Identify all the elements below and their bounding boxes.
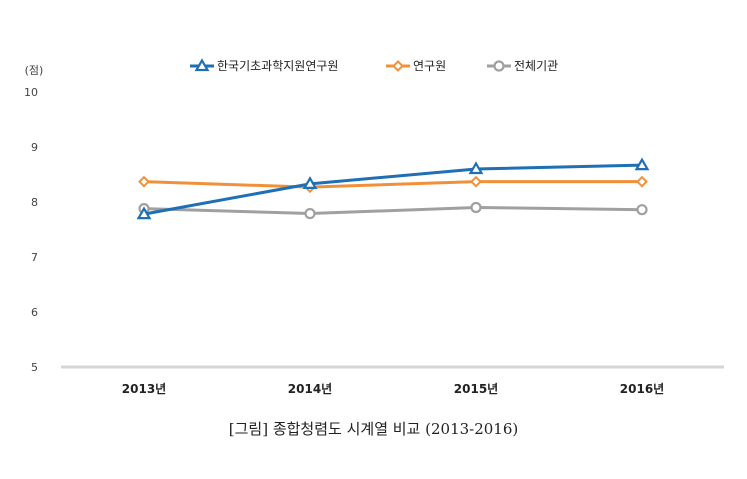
y-tick-label: 7 (31, 251, 38, 264)
data-point (392, 60, 404, 72)
data-point (302, 176, 318, 189)
line-chart: (점) 5 6 7 8 9 10 2013년 2014년 2015년 2016년 한국기초과학지원연구… (24, 58, 724, 396)
data-point (634, 157, 650, 171)
data-point (304, 207, 316, 220)
y-tick-label: 6 (31, 306, 38, 319)
data-point (468, 161, 484, 175)
data-point (194, 58, 210, 72)
data-point (136, 206, 152, 220)
data-point (470, 175, 482, 188)
data-point (138, 175, 150, 188)
data-point (636, 204, 648, 216)
legend-label: 한국기초과학지원연구원 (217, 59, 338, 73)
series-line (143, 180, 642, 189)
y-tick-label: 5 (31, 361, 38, 374)
figure-caption: [그림] 종합청렴도 시계열 비교 (2013-2016) (228, 420, 519, 438)
series-line (143, 206, 643, 216)
x-tick-label: 2016년 (620, 382, 664, 396)
x-tick-label: 2014년 (288, 382, 332, 396)
legend-label: 연구원 (413, 59, 446, 73)
x-tick-label: 2015년 (454, 382, 498, 396)
data-point (636, 175, 648, 188)
x-axis-line (61, 365, 724, 369)
data-point (493, 60, 505, 72)
y-tick-label: 10 (24, 86, 38, 99)
data-point (470, 201, 482, 214)
legend-label: 전체기관 (514, 59, 558, 73)
y-axis-unit-label: (점) (25, 64, 44, 77)
y-tick-label: 9 (31, 141, 38, 154)
x-tick-label: 2013년 (122, 382, 166, 396)
y-tick-label: 8 (31, 196, 38, 209)
series-line (143, 163, 643, 216)
